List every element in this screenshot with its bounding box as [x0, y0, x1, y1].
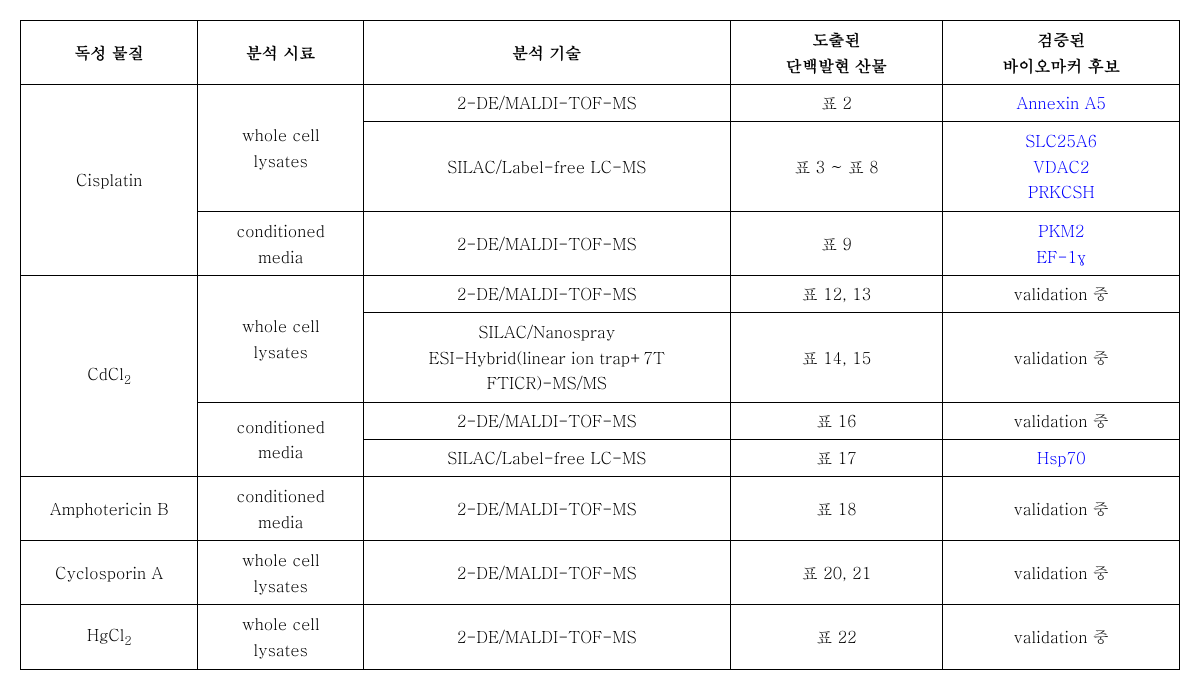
sample-whole-cell-l2: lysates [254, 638, 308, 661]
sample-whole-cell: whole cell lysates [198, 541, 364, 605]
product-cell: 표 3 ~ 표 8 [730, 122, 943, 212]
header-product: 도출된 단백발현 산물 [730, 21, 943, 85]
header-technique: 분석 기술 [363, 21, 730, 85]
technique-nano-l3: FTICR)-MS/MS [487, 371, 607, 394]
header-substance: 독성 물질 [21, 21, 198, 85]
header-biomarker-l1: 검증된 [1037, 28, 1085, 51]
technique-cell: 2-DE/MALDI-TOF-MS [363, 85, 730, 122]
biomarker-cell: validation 중 [943, 313, 1180, 403]
technique-cell: SILAC/Label-free LC-MS [363, 122, 730, 212]
biomarker-slc25a6: SLC25A6 [1025, 129, 1097, 152]
sample-whole-cell-l1: whole cell [242, 314, 320, 337]
biomarker-cell: validation 중 [943, 276, 1180, 313]
sample-whole-cell-l2: lysates [254, 149, 308, 172]
biomarker-prkcsh: PRKCSH [1028, 180, 1095, 203]
sample-cond-media: conditioned media [198, 402, 364, 476]
sample-cond-media-l2: media [258, 245, 303, 268]
product-cell: 표 2 [730, 85, 943, 122]
product-cell: 표 17 [730, 439, 943, 476]
biomarker-hsp70: Hsp70 [1037, 446, 1086, 469]
biomarker-cell: PKM2 EF-1γ [943, 211, 1180, 275]
sample-cond-media-l1: conditioned [237, 219, 325, 242]
biomarker-cell: validation 중 [943, 605, 1180, 669]
table-header-row: 독성 물질 분석 시료 분석 기술 도출된 단백발현 산물 검증된 바이오마커 … [21, 21, 1180, 85]
biomarker-cell: validation 중 [943, 476, 1180, 540]
sample-cond-media-l1: conditioned [237, 415, 325, 438]
product-cell: 표 14, 15 [730, 313, 943, 403]
sample-whole-cell: whole cell lysates [198, 85, 364, 212]
technique-cell: 2-DE/MALDI-TOF-MS [363, 276, 730, 313]
substance-amphotericin: Amphotericin B [21, 476, 198, 540]
technique-nano-l1: SILAC/Nanospray [478, 320, 615, 343]
technique-cell: 2-DE/MALDI-TOF-MS [363, 402, 730, 439]
sample-whole-cell-l1: whole cell [242, 548, 320, 571]
biomarker-table: 독성 물질 분석 시료 분석 기술 도출된 단백발현 산물 검증된 바이오마커 … [20, 20, 1180, 670]
biomarker-cell: validation 중 [943, 402, 1180, 439]
sample-whole-cell: whole cell lysates [198, 605, 364, 669]
technique-cell: 2-DE/MALDI-TOF-MS [363, 605, 730, 669]
biomarker-annexin: Annexin A5 [1017, 91, 1106, 114]
substance-cdcl2-sub: 2 [124, 372, 131, 389]
technique-cell: 2-DE/MALDI-TOF-MS [363, 211, 730, 275]
biomarker-cell: Hsp70 [943, 439, 1180, 476]
table-row: HgCl2 whole cell lysates 2-DE/MALDI-TOF-… [21, 605, 1180, 669]
table-row: Amphotericin B conditioned media 2-DE/MA… [21, 476, 1180, 540]
sample-whole-cell-l2: lysates [254, 574, 308, 597]
product-cell: 표 16 [730, 402, 943, 439]
product-cell: 표 12, 13 [730, 276, 943, 313]
sample-cond-media-l2: media [258, 440, 303, 463]
table-row: CdCl2 whole cell lysates 2-DE/MALDI-TOF-… [21, 276, 1180, 313]
substance-cyclosporin: Cyclosporin A [21, 541, 198, 605]
substance-cisplatin: Cisplatin [21, 85, 198, 276]
technique-cell: SILAC/Nanospray ESI-Hybrid(linear ion tr… [363, 313, 730, 403]
sample-whole-cell-l1: whole cell [242, 123, 320, 146]
header-biomarker-l2: 바이오마커 후보 [1003, 54, 1120, 77]
biomarker-cell: Annexin A5 [943, 85, 1180, 122]
header-sample: 분석 시료 [198, 21, 364, 85]
header-product-l2: 단백발현 산물 [786, 54, 887, 77]
technique-cell: SILAC/Label-free LC-MS [363, 439, 730, 476]
biomarker-vdac2: VDAC2 [1033, 155, 1089, 178]
table-row: Cisplatin whole cell lysates 2-DE/MALDI-… [21, 85, 1180, 122]
substance-hgcl2-sub: 2 [124, 633, 131, 650]
header-biomarker: 검증된 바이오마커 후보 [943, 21, 1180, 85]
biomarker-ef1y: EF-1γ [1036, 245, 1086, 268]
sample-whole-cell-l1: whole cell [242, 612, 320, 635]
sample-whole-cell: whole cell lysates [198, 276, 364, 403]
sample-cond-media: conditioned media [198, 211, 364, 275]
sample-cond-media-l1: conditioned [237, 484, 325, 507]
technique-cell: 2-DE/MALDI-TOF-MS [363, 476, 730, 540]
biomarker-cell: SLC25A6 VDAC2 PRKCSH [943, 122, 1180, 212]
technique-cell: 2-DE/MALDI-TOF-MS [363, 541, 730, 605]
biomarker-cell: validation 중 [943, 541, 1180, 605]
product-cell: 표 22 [730, 605, 943, 669]
header-product-l1: 도출된 [813, 28, 861, 51]
sample-cond-media: conditioned media [198, 476, 364, 540]
product-cell: 표 9 [730, 211, 943, 275]
substance-hgcl2-pre: HgCl [87, 623, 125, 646]
sample-whole-cell-l2: lysates [254, 340, 308, 363]
table-row: Cyclosporin A whole cell lysates 2-DE/MA… [21, 541, 1180, 605]
product-cell: 표 18 [730, 476, 943, 540]
product-cell: 표 20, 21 [730, 541, 943, 605]
technique-nano-l2: ESI-Hybrid(linear ion trap+7T [429, 346, 665, 369]
substance-hgcl2: HgCl2 [21, 605, 198, 669]
substance-cdcl2: CdCl2 [21, 276, 198, 477]
biomarker-pkm2: PKM2 [1038, 219, 1084, 242]
sample-cond-media-l2: media [258, 510, 303, 533]
substance-cdcl2-pre: CdCl [87, 362, 124, 385]
